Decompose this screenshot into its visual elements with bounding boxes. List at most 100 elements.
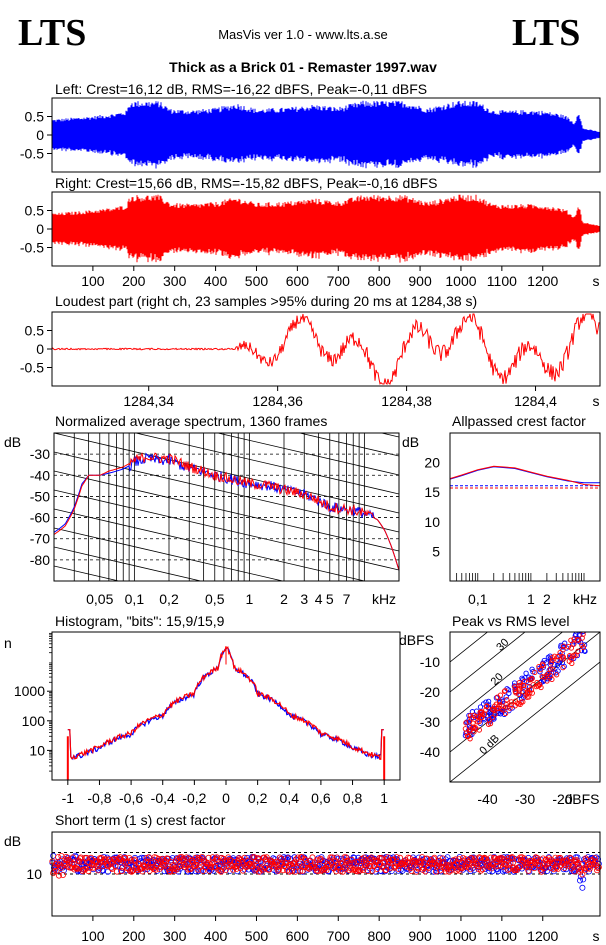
short-term-crest-point-1 bbox=[206, 867, 213, 874]
allpassed-crest-xlabel: kHz bbox=[573, 591, 597, 607]
loudest-part-ytick-label: 0 bbox=[36, 341, 44, 357]
short-term-crest-point-1 bbox=[568, 855, 575, 862]
short-term-crest-xtick-label: 300 bbox=[163, 928, 187, 944]
avg-spectrum-slope bbox=[54, 546, 203, 581]
short-term-crest-point-1 bbox=[407, 865, 414, 872]
short-term-crest-point-1 bbox=[208, 864, 215, 871]
short-term-crest-point-1 bbox=[333, 854, 340, 861]
peak-vs-rms-point-0 bbox=[523, 670, 529, 676]
short-term-crest-point-1 bbox=[119, 864, 126, 871]
short-term-crest-point-1 bbox=[525, 867, 532, 874]
right-waveform-xtick-label: 1200 bbox=[527, 273, 558, 289]
peak-vs-rms-point-1 bbox=[481, 711, 488, 717]
allpassed-crest-series-0 bbox=[449, 466, 600, 484]
peak-vs-rms-point-1 bbox=[467, 713, 474, 719]
short-term-crest-point-1 bbox=[90, 864, 97, 871]
short-term-crest-point-1 bbox=[224, 857, 231, 864]
right-waveform-ytick-label: -0.5 bbox=[20, 240, 44, 256]
avg-spectrum-slope bbox=[54, 508, 367, 581]
loudest-part-panel: Loudest part (right ch, 23 samples >95% … bbox=[20, 293, 601, 409]
avg-spectrum-xtick-label: 2 bbox=[280, 591, 288, 607]
peak-vs-rms-point-1 bbox=[550, 666, 556, 672]
short-term-crest-point-1 bbox=[271, 863, 278, 870]
peak-vs-rms-point-0 bbox=[581, 648, 588, 654]
loudest-part-xtick-label: 1284,36 bbox=[252, 393, 303, 409]
short-term-crest-point-1 bbox=[595, 865, 602, 872]
short-term-crest-frame bbox=[51, 831, 601, 917]
short-term-crest-point-1 bbox=[395, 865, 402, 872]
allpassed-crest-xtick-label: 1 bbox=[527, 591, 535, 607]
short-term-crest-point-1 bbox=[431, 854, 438, 861]
peak-vs-rms-point-1 bbox=[516, 680, 522, 686]
short-term-crest-title: Short term (1 s) crest factor bbox=[55, 812, 226, 828]
peak-vs-rms-point-1 bbox=[536, 663, 542, 670]
short-term-crest-point-1 bbox=[556, 858, 563, 865]
peak-vs-rms-point-1 bbox=[555, 657, 561, 663]
avg-spectrum-xtick-label: 0,1 bbox=[125, 591, 145, 607]
short-term-crest-point-1 bbox=[296, 860, 303, 867]
short-term-crest-point-1 bbox=[571, 868, 578, 875]
short-term-crest-point-1 bbox=[222, 867, 229, 874]
histogram-ytick-label: 100 bbox=[22, 713, 46, 729]
peak-vs-rms-diagonal bbox=[450, 632, 526, 693]
avg-spectrum-ytick-label: -60 bbox=[30, 510, 50, 526]
short-term-crest-point-1 bbox=[182, 862, 189, 869]
short-term-crest-point-1 bbox=[321, 865, 328, 872]
short-term-crest-point-1 bbox=[61, 861, 68, 868]
short-term-crest-point-1 bbox=[87, 864, 94, 871]
short-term-crest-point-1 bbox=[437, 863, 444, 870]
avg-spectrum-slope bbox=[54, 470, 399, 552]
avg-spectrum-xtick-label: 0,5 bbox=[205, 591, 225, 607]
peak-vs-rms-point-1 bbox=[566, 658, 572, 664]
peak-vs-rms-point-1 bbox=[472, 726, 478, 732]
short-term-crest-point-1 bbox=[479, 866, 486, 873]
peak-vs-rms-point-1 bbox=[489, 714, 496, 721]
avg-spectrum-series-1 bbox=[54, 452, 399, 571]
short-term-crest-point-1 bbox=[309, 854, 316, 861]
short-term-crest-point-1 bbox=[261, 854, 268, 861]
short-term-crest-point-1 bbox=[393, 854, 400, 861]
peak-vs-rms-point-1 bbox=[502, 688, 508, 694]
avg-spectrum-frame bbox=[53, 432, 400, 582]
peak-vs-rms-point-1 bbox=[547, 666, 553, 672]
peak-vs-rms-point-1 bbox=[549, 676, 555, 683]
histogram-xtick-label: -1 bbox=[62, 790, 75, 806]
peak-vs-rms-point-1 bbox=[475, 714, 482, 720]
peak-vs-rms-title: Peak vs RMS level bbox=[452, 613, 569, 629]
short-term-crest-point-1 bbox=[252, 867, 259, 874]
peak-vs-rms-point-1 bbox=[462, 726, 469, 732]
short-term-crest-point-1 bbox=[145, 854, 152, 861]
peak-vs-rms-point-1 bbox=[516, 691, 522, 697]
short-term-crest-point-1 bbox=[532, 860, 539, 867]
short-term-crest-xtick-label: 800 bbox=[367, 928, 391, 944]
short-term-crest-point-1 bbox=[109, 866, 116, 873]
short-term-crest-point-1 bbox=[276, 854, 283, 861]
peak-vs-rms-point-0 bbox=[485, 698, 492, 705]
peak-vs-rms-point-1 bbox=[470, 720, 476, 726]
short-term-crest-point-1 bbox=[128, 868, 135, 875]
peak-vs-rms-point-1 bbox=[569, 653, 576, 659]
avg-spectrum-slope bbox=[216, 433, 399, 476]
short-term-crest-point-1 bbox=[430, 855, 437, 862]
histogram-xtick-label: 0,8 bbox=[343, 790, 363, 806]
peak-vs-rms-point-1 bbox=[549, 654, 555, 661]
short-term-crest-point-1 bbox=[67, 859, 74, 866]
loudest-part-trace bbox=[52, 313, 600, 385]
short-term-crest-point-1 bbox=[503, 861, 510, 868]
short-term-crest-xtick-label: 600 bbox=[286, 928, 310, 944]
avg-spectrum-title: Normalized average spectrum, 1360 frames bbox=[55, 413, 327, 429]
peak-vs-rms-point-1 bbox=[524, 694, 530, 700]
short-term-crest-point-1 bbox=[351, 866, 358, 873]
short-term-crest-point-1 bbox=[567, 854, 574, 861]
left-waveform-ytick-label: -0.5 bbox=[20, 146, 44, 162]
short-term-crest-panel: Short term (1 s) crest factor dB 10 100 2… bbox=[4, 812, 602, 944]
short-term-crest-point-1 bbox=[353, 858, 360, 865]
short-term-crest-point-1 bbox=[57, 865, 64, 872]
short-term-crest-point-1 bbox=[467, 866, 474, 873]
lts-logo-right: LTS bbox=[512, 12, 580, 54]
short-term-crest-point-1 bbox=[460, 858, 467, 865]
histogram-xtick-label: 0 bbox=[222, 790, 230, 806]
peak-vs-rms-point-1 bbox=[520, 682, 526, 688]
short-term-crest-point-1 bbox=[105, 863, 112, 870]
short-term-crest-point-1 bbox=[509, 854, 516, 861]
